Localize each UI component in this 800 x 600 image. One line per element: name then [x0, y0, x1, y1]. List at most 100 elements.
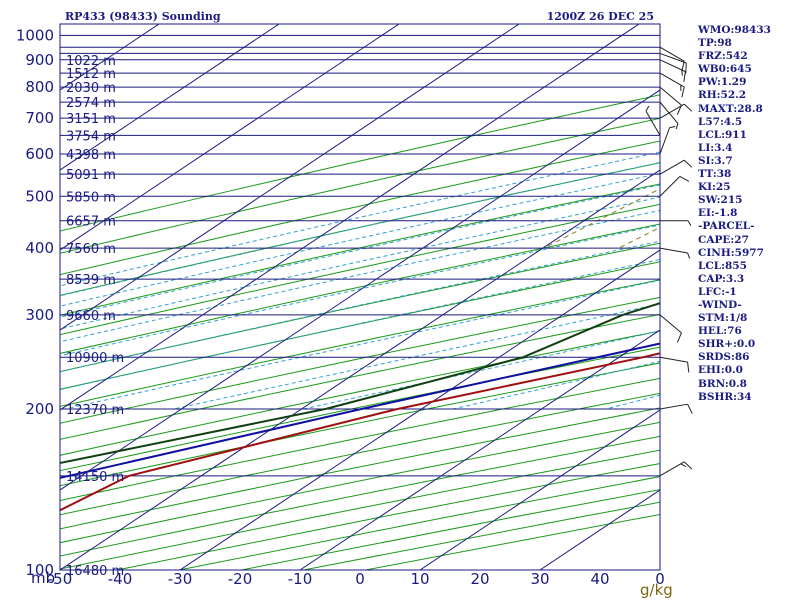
wind-barb: [659, 356, 690, 373]
dry-adiabat-line: [60, 313, 660, 440]
wind-barb-flag: [676, 332, 682, 343]
parcel-path-line: [60, 342, 660, 479]
index-item: -WIND-: [698, 298, 742, 311]
wind-barb-flag: [687, 362, 690, 373]
index-item: MAXT:28.8: [698, 102, 763, 115]
wind-barb-flag: [687, 403, 693, 414]
pressure-tick-labels: 100 200 300 400 500 600 700 800 900 1000: [16, 26, 54, 579]
wind-barb-flag: [683, 103, 693, 112]
moist-adiabat-line: [60, 258, 660, 391]
index-item: BSHR:34: [698, 390, 752, 403]
height-label: 9660 m: [66, 309, 116, 324]
temperature-tick-labels: -50 -40 -30 -20 -10 0 10 20 30 40 0: [48, 570, 665, 588]
index-item: PW:1.29: [698, 76, 747, 89]
wind-barb: [659, 176, 690, 197]
index-item: RH:52.2: [698, 89, 747, 102]
isotherm-line: [60, 89, 660, 491]
wind-barb-staff: [659, 59, 686, 73]
temperature-profile-line: [60, 352, 660, 512]
wind-barb-staff: [659, 86, 682, 106]
height-labels: 16480 m 14150 m 12370 m 10900 m 9660 m 8539 m…: [66, 54, 124, 579]
moist-adiabat-line: [60, 240, 660, 373]
wind-barb-staff: [659, 52, 687, 64]
plot-frame: [59, 23, 661, 571]
temperature-tick-label: 0: [355, 570, 365, 588]
wind-barb-staff: [659, 46, 685, 62]
chart-datetime: 1200Z 26 DEC 25: [547, 10, 654, 23]
height-label: 4398 m: [66, 148, 116, 163]
wind-barb-staff: [659, 159, 685, 175]
index-item: EHI:0.0: [698, 364, 743, 377]
isotherm-line: [60, 24, 520, 331]
pressure-tick-label: 200: [25, 400, 54, 418]
pressure-unit-label: mb: [31, 569, 55, 587]
isotherm-line: [60, 169, 660, 570]
wind-barb-staff: [659, 461, 685, 477]
index-item: LFC:-1: [698, 285, 737, 298]
profiles: [60, 302, 660, 512]
wind-barb: [659, 103, 693, 119]
index-item: EI:-1.8: [698, 207, 738, 220]
height-label: 8539 m: [66, 273, 116, 288]
index-item: LCL:911: [698, 128, 747, 141]
height-label: 2030 m: [66, 81, 116, 96]
isotherms: [0, 24, 660, 570]
wind-barb-staff: [659, 403, 688, 410]
isobars: [60, 34, 660, 571]
index-item: SI:3.7: [698, 154, 733, 167]
height-label: 16480 m: [66, 564, 124, 579]
wind-barb-staff: [659, 247, 688, 254]
index-item: KI:25: [698, 181, 731, 194]
wind-barb-flag: [683, 461, 693, 470]
index-item: TP:98: [698, 37, 732, 50]
dry-adiabat-line: [60, 140, 660, 276]
isotherm-line: [60, 24, 640, 411]
temperature-tick-label: 20: [470, 570, 489, 588]
isotherm-line: [60, 24, 280, 171]
index-item: SHR+:0.0: [698, 338, 756, 351]
temperature-tick-label: -50: [48, 570, 73, 588]
index-item: WB0:645: [698, 63, 752, 76]
dry-adiabat-line: [60, 94, 660, 232]
wind-barb: [659, 403, 693, 414]
height-label: 10900 m: [66, 351, 124, 366]
isotherm-line: [60, 24, 400, 251]
index-item: STM:1/8: [698, 312, 748, 325]
dry-adiabat-line: [60, 449, 660, 570]
temperature-tick-label: -30: [168, 570, 193, 588]
wind-barb: [659, 86, 682, 115]
pressure-tick-label: 400: [25, 239, 54, 257]
index-item: CAP:3.3: [698, 272, 745, 285]
wind-barb: [659, 46, 685, 72]
dry-adiabat-line: [60, 162, 660, 296]
wind-barb: [659, 101, 679, 130]
wind-barb-flag: [687, 220, 692, 227]
isotherm-line: [0, 24, 39, 570]
height-label: 14150 m: [66, 470, 124, 485]
height-label: 1512 m: [66, 67, 116, 82]
wind-barb: [659, 314, 682, 343]
pressure-tick-label: 600: [25, 145, 54, 163]
wind-barb-staff: [659, 176, 681, 197]
isotherm-line: [419, 409, 660, 570]
wind-barb-flag: [681, 69, 683, 76]
height-label: 2574 m: [66, 96, 116, 111]
index-item: TT:38: [698, 168, 732, 181]
wind-barb-staff: [659, 356, 688, 363]
wind-barb: [645, 105, 661, 136]
moist-adiabat-line: [60, 196, 660, 330]
wind-barb-flag: [687, 252, 691, 259]
height-label: 12370 m: [66, 403, 124, 418]
wind-barb: [659, 72, 685, 98]
wind-barb-flag: [683, 71, 686, 83]
wind-barb: [659, 159, 693, 175]
isotherm-line: [179, 249, 660, 570]
pressure-tick-label: 500: [25, 187, 54, 205]
height-label: 1022 m: [66, 54, 116, 69]
index-item: SRDS:86: [698, 351, 750, 364]
wind-barb-flag: [669, 126, 676, 129]
height-label: 3754 m: [66, 129, 116, 144]
wind-barb-staff: [659, 103, 685, 119]
wind-barb-staff: [659, 314, 682, 334]
